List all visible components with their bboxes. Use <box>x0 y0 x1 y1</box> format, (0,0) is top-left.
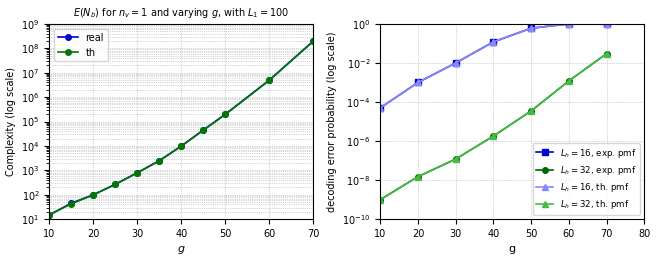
th <box>45 213 53 216</box>
th <box>222 113 230 116</box>
Line: $L_h = 32$, exp. pmf: $L_h = 32$, exp. pmf <box>377 51 609 203</box>
$L_h = 16$, exp. pmf <box>414 81 422 84</box>
Title: $E(N_b)$ for $n_v = 1$ and varying $g$, with $L_1 = 100$: $E(N_b)$ for $n_v = 1$ and varying $g$, … <box>73 6 289 20</box>
$L_h = 16$, th. pmf <box>565 22 573 25</box>
X-axis label: $g$: $g$ <box>177 244 186 256</box>
X-axis label: g: g <box>508 244 516 254</box>
$L_h = 16$, th. pmf <box>452 61 460 64</box>
Legend: $L_h = 16$, exp. pmf, $L_h = 32$, exp. pmf, $L_h = 16$, th. pmf, $L_h = 32$, th.: $L_h = 16$, exp. pmf, $L_h = 32$, exp. p… <box>533 143 640 215</box>
$L_h = 16$, th. pmf <box>489 40 497 43</box>
$L_h = 32$, th. pmf <box>414 175 422 178</box>
th <box>199 129 207 132</box>
$L_h = 32$, exp. pmf <box>565 79 573 83</box>
real <box>310 39 318 42</box>
Line: th: th <box>47 39 316 218</box>
th <box>133 171 141 174</box>
th <box>155 159 163 162</box>
$L_h = 16$, exp. pmf <box>452 61 460 64</box>
real <box>68 202 75 205</box>
Line: real: real <box>47 38 316 218</box>
$L_h = 16$, th. pmf <box>603 22 611 25</box>
$L_h = 32$, th. pmf <box>489 134 497 138</box>
Y-axis label: decoding error probability (log scale): decoding error probability (log scale) <box>327 31 337 212</box>
Y-axis label: Complexity (log scale): Complexity (log scale) <box>5 67 16 176</box>
$L_h = 32$, exp. pmf <box>603 52 611 55</box>
real <box>45 213 53 216</box>
$L_h = 32$, th. pmf <box>527 109 535 112</box>
$L_h = 16$, exp. pmf <box>489 40 497 43</box>
$L_h = 16$, exp. pmf <box>527 27 535 30</box>
$L_h = 32$, exp. pmf <box>527 109 535 112</box>
$L_h = 32$, exp. pmf <box>414 175 422 178</box>
real <box>155 159 163 162</box>
$L_h = 16$, th. pmf <box>527 27 535 30</box>
real <box>112 183 119 186</box>
$L_h = 32$, exp. pmf <box>377 198 384 201</box>
$L_h = 32$, th. pmf <box>565 79 573 83</box>
th <box>266 79 274 82</box>
$L_h = 32$, th. pmf <box>377 198 384 201</box>
th <box>177 145 185 148</box>
Line: $L_h = 16$, th. pmf: $L_h = 16$, th. pmf <box>377 21 609 111</box>
$L_h = 32$, exp. pmf <box>489 134 497 138</box>
$L_h = 32$, th. pmf <box>452 157 460 161</box>
Legend: real, th: real, th <box>54 29 108 61</box>
real <box>133 171 141 174</box>
th <box>68 202 75 205</box>
$L_h = 16$, th. pmf <box>377 106 384 110</box>
$L_h = 16$, th. pmf <box>414 81 422 84</box>
$L_h = 16$, exp. pmf <box>565 22 573 25</box>
real <box>222 113 230 116</box>
Line: $L_h = 32$, th. pmf: $L_h = 32$, th. pmf <box>377 51 609 203</box>
real <box>266 79 274 82</box>
Line: $L_h = 16$, exp. pmf: $L_h = 16$, exp. pmf <box>377 21 609 111</box>
real <box>89 193 97 196</box>
real <box>177 144 185 148</box>
th <box>89 193 97 196</box>
real <box>199 128 207 132</box>
th <box>310 40 318 43</box>
th <box>112 183 119 186</box>
$L_h = 16$, exp. pmf <box>603 22 611 25</box>
$L_h = 32$, th. pmf <box>603 52 611 55</box>
$L_h = 32$, exp. pmf <box>452 157 460 161</box>
$L_h = 16$, exp. pmf <box>377 106 384 110</box>
